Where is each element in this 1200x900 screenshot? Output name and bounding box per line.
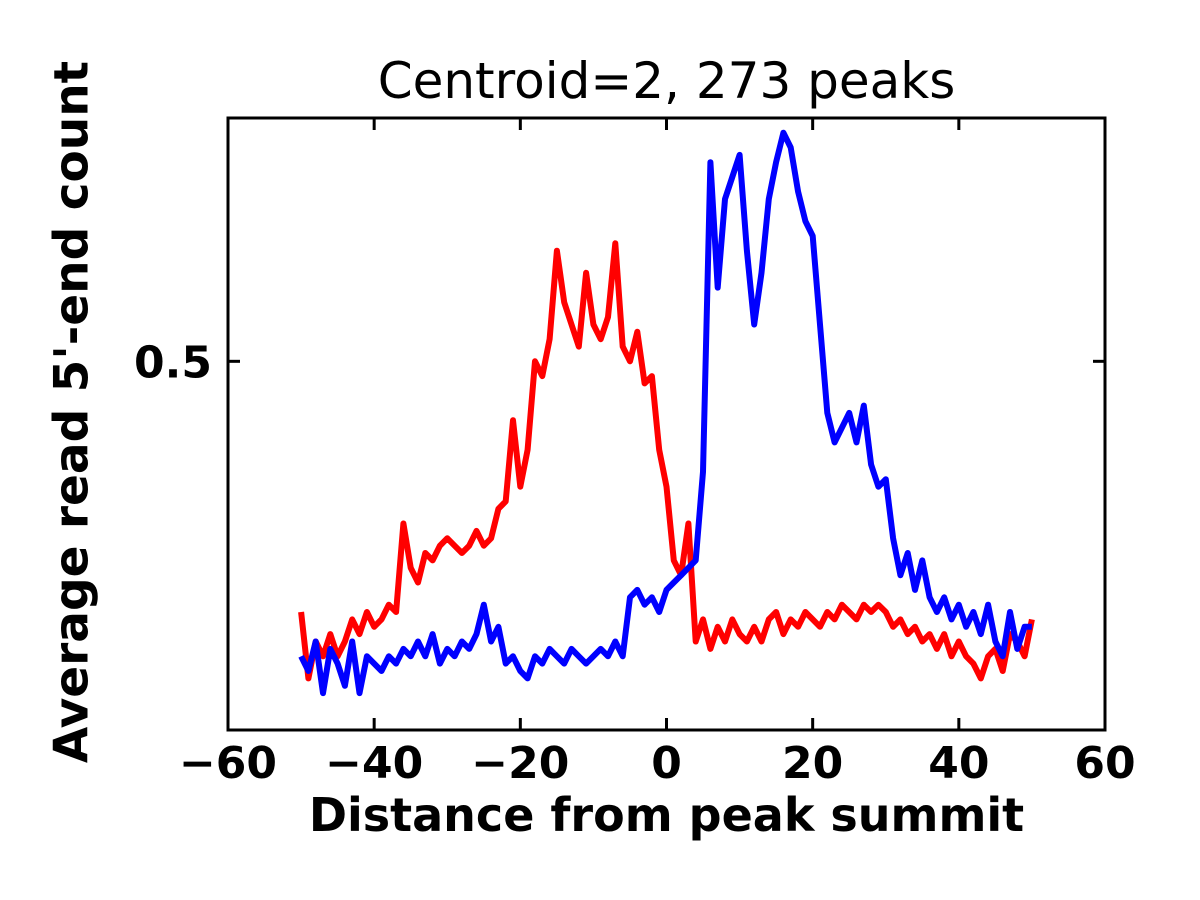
x-tick-label: −20 — [471, 738, 569, 789]
x-tick-label: 0 — [651, 738, 682, 789]
y-tick-label: 0.5 — [134, 337, 212, 388]
series-line-red-series — [298, 240, 1035, 682]
chart-title: Centroid=2, 273 peaks — [377, 52, 956, 110]
x-tick-label: −60 — [179, 738, 277, 789]
series-line-blue-series — [298, 129, 1032, 697]
x-tick-label: 40 — [928, 738, 989, 789]
x-tick-label: 20 — [782, 738, 843, 789]
x-tick-label: 60 — [1074, 738, 1135, 789]
axes-box — [226, 116, 1107, 732]
x-axis-label: Distance from peak summit — [308, 788, 1025, 842]
x-tick-label: −40 — [325, 738, 423, 789]
